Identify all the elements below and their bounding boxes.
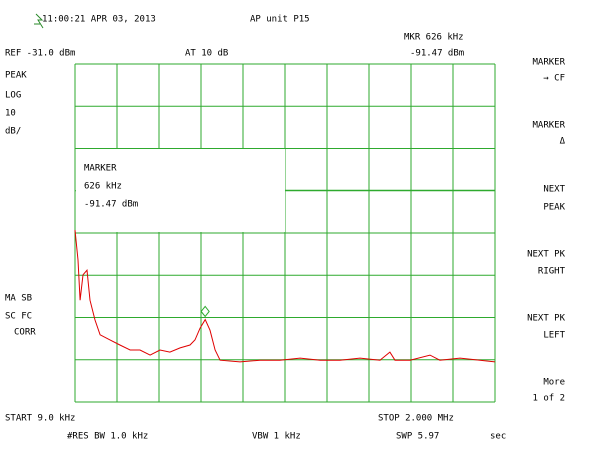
softkey[interactable]: MARKER → CF (532, 58, 565, 84)
left-label: PEAK (5, 71, 27, 81)
softkey-label[interactable]: → CF (543, 74, 565, 84)
marker-box (76, 149, 285, 232)
softkey[interactable]: NEXT PK LEFT (527, 314, 566, 341)
marker-readout: MKR 626 kHz (404, 33, 464, 43)
ref-level: REF -31.0 dBm (5, 49, 75, 59)
softkey-label[interactable]: NEXT (543, 185, 565, 195)
softkey-label[interactable]: LEFT (543, 331, 565, 341)
softkey-label[interactable]: More (543, 378, 565, 388)
timestamp: 11:00:21 APR 03, 2013 (42, 15, 156, 25)
softkey-label[interactable]: NEXT PK (527, 250, 566, 260)
vbw: VBW 1 kHz (252, 432, 301, 442)
softkey-label[interactable]: 1 of 2 (532, 394, 565, 404)
marker-diamond (200, 305, 210, 318)
left-label: 10 (5, 109, 16, 119)
softkey-label[interactable]: MARKER (532, 121, 565, 131)
marker-box-text: MARKER (84, 164, 117, 174)
marker-box-text: 626 kHz (84, 182, 122, 192)
graticule (74, 63, 496, 403)
left-label: dB/ (5, 127, 21, 137)
screen-title: AP unit P15 (250, 15, 310, 25)
left-label: SC FC (5, 312, 32, 322)
softkey-label[interactable]: RIGHT (538, 267, 566, 277)
sweep: SWP 5.97 (396, 432, 439, 442)
left-label: MA SB (5, 294, 32, 304)
sweep-unit: sec (490, 432, 506, 442)
softkey[interactable]: NEXT PEAK (543, 185, 565, 213)
start-freq: START 9.0 kHz (5, 414, 75, 424)
trace-layer (74, 189, 496, 363)
marker-level: -91.47 dBm (410, 49, 464, 59)
trace-line (74, 229, 496, 363)
softkey-label[interactable]: MARKER (532, 58, 565, 68)
rbw: #RES BW 1.0 kHz (67, 432, 148, 442)
marker-box-text: -91.47 dBm (84, 200, 138, 210)
softkey-label[interactable]: NEXT PK (527, 314, 566, 324)
left-label: CORR (14, 328, 36, 338)
status-icon (34, 13, 44, 29)
softkey-label[interactable]: Δ (560, 137, 566, 147)
stop-freq: STOP 2.000 MHz (378, 414, 454, 424)
softkey[interactable]: MARKER Δ (532, 121, 565, 147)
softkey[interactable]: NEXT PK RIGHT (527, 250, 566, 277)
softkey-label[interactable]: PEAK (543, 203, 565, 213)
softkey[interactable]: More 1 of 2 (532, 378, 565, 404)
attenuation: AT 10 dB (185, 49, 228, 59)
left-label: LOG (5, 91, 21, 101)
